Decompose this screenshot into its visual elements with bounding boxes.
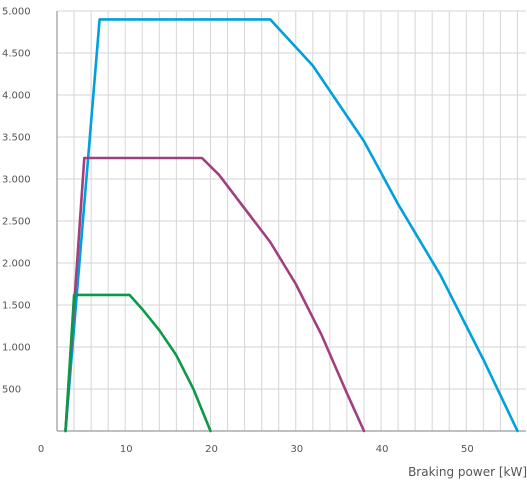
series-line-1 [64,18,519,433]
x-tick-label: 0 [38,444,44,455]
y-tick-label: 500 [2,385,21,396]
y-tick-label: 3.500 [2,133,31,144]
x-tick-label: 20 [205,444,218,455]
y-tick-label: 4.000 [2,91,31,102]
x-axis-title: Braking power [kW] [408,465,527,479]
x-tick-label: 40 [376,444,389,455]
axes [56,11,526,432]
y-tick-label: 5.000 [2,7,31,18]
y-tick-label: 2.000 [2,259,31,270]
series-line-3 [64,293,212,433]
x-tick-label: 50 [461,444,474,455]
y-tick-label: 3.000 [2,175,31,186]
y-tick-label: 4.500 [2,49,31,60]
x-tick-label: 30 [290,444,303,455]
series-lines [64,18,519,433]
y-tick-label: 1.500 [2,301,31,312]
y-tick-label: 1.000 [2,343,31,354]
y-tick-labels: 500 1.000 1.500 2.000 2.500 3.000 3.500 4.000 4.… [2,7,31,396]
grid [56,10,526,431]
y-tick-label: 2.500 [2,217,31,228]
x-tick-label: 10 [120,444,133,455]
x-tick-labels: 0 10 20 30 40 50 [38,444,474,455]
series-line-2 [64,156,366,433]
